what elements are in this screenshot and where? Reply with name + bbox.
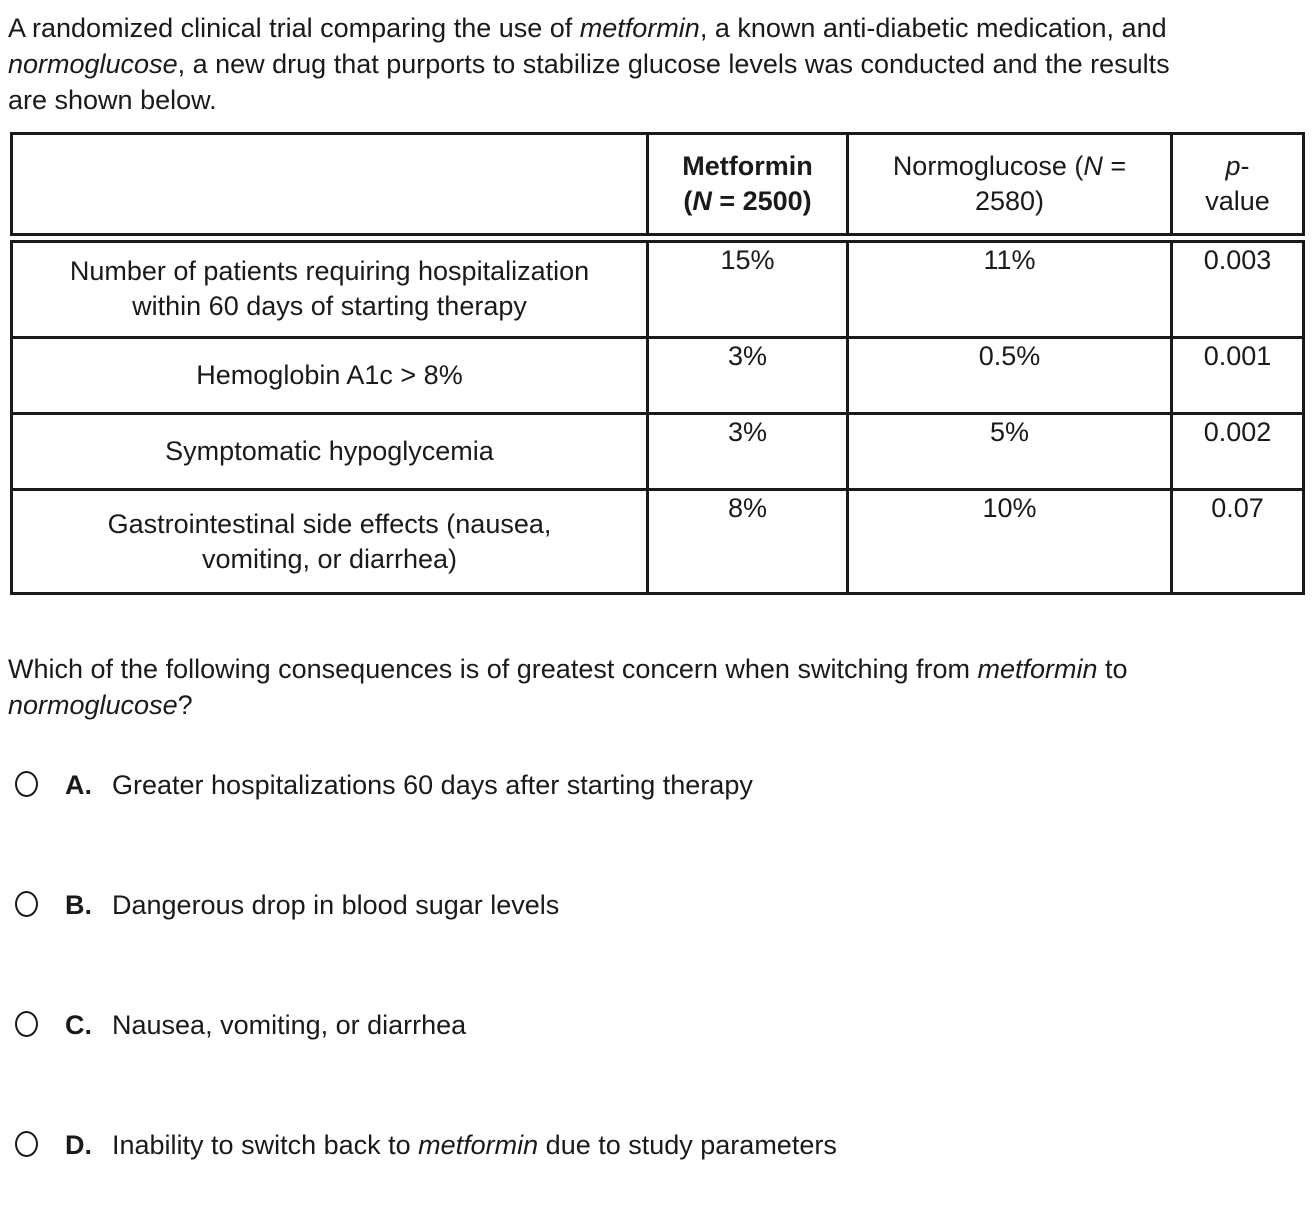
row-label: Symptomatic hypoglycemia [10, 412, 649, 491]
question-page: A randomized clinical trial comparing th… [8, 13, 1305, 1163]
radio-button-d[interactable] [15, 1131, 38, 1157]
metformin-value: 3% [646, 336, 849, 415]
intro-paragraph: A randomized clinical trial comparing th… [8, 13, 1170, 115]
table-row-hypoglycemia: Symptomatic hypoglycemia 3% 5% 0.002 [10, 412, 1305, 491]
table-header-metformin: Metformin (N = 2500) [646, 132, 849, 243]
answer-option-c[interactable]: C. Nausea, vomiting, or diarrhea [15, 1007, 1305, 1043]
normoglucose-value: 0.5% [846, 336, 1173, 415]
answer-options: A. Greater hospitalizations 60 days afte… [8, 767, 1305, 1163]
option-letter: C. [65, 1010, 92, 1040]
row-label: Gastrointestinal side effects (nausea, vo… [10, 488, 649, 595]
option-text: Inability to switch back to metformin du… [112, 1130, 837, 1160]
question-text: Which of the following consequences is o… [8, 654, 1128, 720]
results-table: Metformin (N = 2500) Normoglucose (N = 258… [10, 132, 1305, 595]
normoglucose-value: 10% [846, 488, 1173, 595]
table-header-normoglucose: Normoglucose (N = 2580) [846, 132, 1173, 243]
radio-button-a[interactable] [15, 771, 38, 797]
normoglucose-value: 5% [846, 412, 1173, 491]
table-row-gastrointestinal: Gastrointestinal side effects (nausea, vo… [10, 488, 1305, 595]
answer-option-d[interactable]: D. Inability to switch back to metformin… [15, 1127, 1305, 1163]
metformin-value: 15% [646, 236, 849, 339]
option-text: Nausea, vomiting, or diarrhea [112, 1010, 467, 1040]
answer-option-a[interactable]: A. Greater hospitalizations 60 days afte… [15, 767, 1305, 803]
normoglucose-value: 11% [846, 236, 1173, 339]
option-text: Greater hospitalizations 60 days after s… [112, 770, 753, 800]
p-value: 0.002 [1170, 412, 1305, 491]
metformin-value: 8% [646, 488, 849, 595]
table-header-p-value: p-value [1170, 132, 1305, 243]
p-value: 0.07 [1170, 488, 1305, 595]
metformin-value: 3% [646, 412, 849, 491]
p-value: 0.001 [1170, 336, 1305, 415]
answer-option-b[interactable]: B. Dangerous drop in blood sugar levels [15, 887, 1305, 923]
option-letter: B. [65, 890, 92, 920]
option-letter: A. [65, 770, 92, 800]
table-header-empty [10, 132, 649, 243]
table-row-hemoglobin: Hemoglobin A1c > 8% 3% 0.5% 0.001 [10, 336, 1305, 415]
radio-button-b[interactable] [15, 891, 38, 917]
table-row-hospitalization: Number of patients requiring hospitaliza… [10, 236, 1305, 339]
p-value: 0.003 [1170, 236, 1305, 339]
radio-button-c[interactable] [15, 1011, 38, 1037]
row-label: Hemoglobin A1c > 8% [10, 336, 649, 415]
table-header-row: Metformin (N = 2500) Normoglucose (N = 258… [10, 132, 1305, 243]
option-text: Dangerous drop in blood sugar levels [112, 890, 560, 920]
option-letter: D. [65, 1130, 92, 1160]
row-label: Number of patients requiring hospitaliza… [10, 236, 649, 339]
